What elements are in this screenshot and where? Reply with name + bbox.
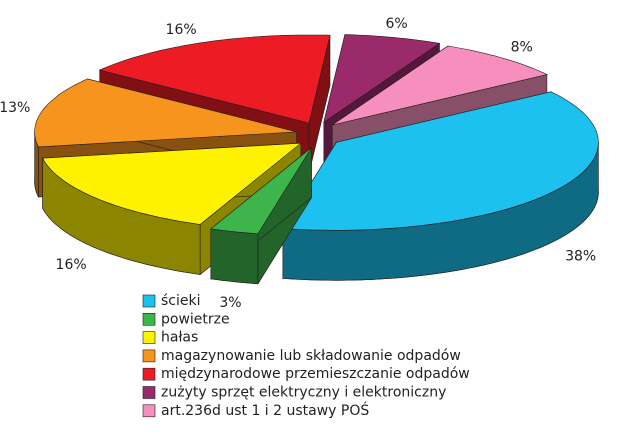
slice-top: [332, 45, 548, 126]
data-label: 13%: [0, 100, 30, 116]
data-label: 16%: [166, 22, 197, 38]
legend-label: ścieki: [161, 293, 201, 309]
legend-swatch: [142, 386, 156, 399]
slice-rim: [210, 228, 259, 285]
legend-label: powietrze: [161, 311, 230, 327]
data-label: 8%: [511, 40, 533, 56]
slice-top: [98, 34, 331, 124]
data-label: 16%: [56, 257, 87, 273]
data-label: 3%: [219, 295, 241, 311]
slice: [210, 146, 312, 285]
legend-swatch: [142, 404, 156, 418]
slice: [282, 91, 599, 281]
legend-swatch: [142, 331, 156, 344]
legend-swatch: [142, 312, 156, 326]
data-label: 6%: [385, 16, 407, 32]
legend-swatch: [142, 294, 156, 308]
legend-label: hałas: [161, 330, 198, 346]
legend-swatch: [142, 349, 156, 363]
legend-label: art.236d ust 1 i 2 ustawy POŚ: [161, 401, 369, 419]
slice-top: [323, 34, 441, 123]
slice-top: [34, 78, 297, 148]
data-label: 38%: [565, 248, 596, 264]
legend-label: międzynarodowe przemieszczanie odpadów: [161, 366, 470, 382]
legend-swatch: [142, 367, 156, 381]
slice-top: [282, 91, 599, 231]
legend-label: magazynowanie lub składowanie odpadów: [161, 348, 461, 364]
legend-label: zużyty sprzęt elektryczny i elektroniczn…: [161, 385, 446, 401]
slice-top: [210, 147, 312, 235]
slice-top: [42, 142, 302, 225]
